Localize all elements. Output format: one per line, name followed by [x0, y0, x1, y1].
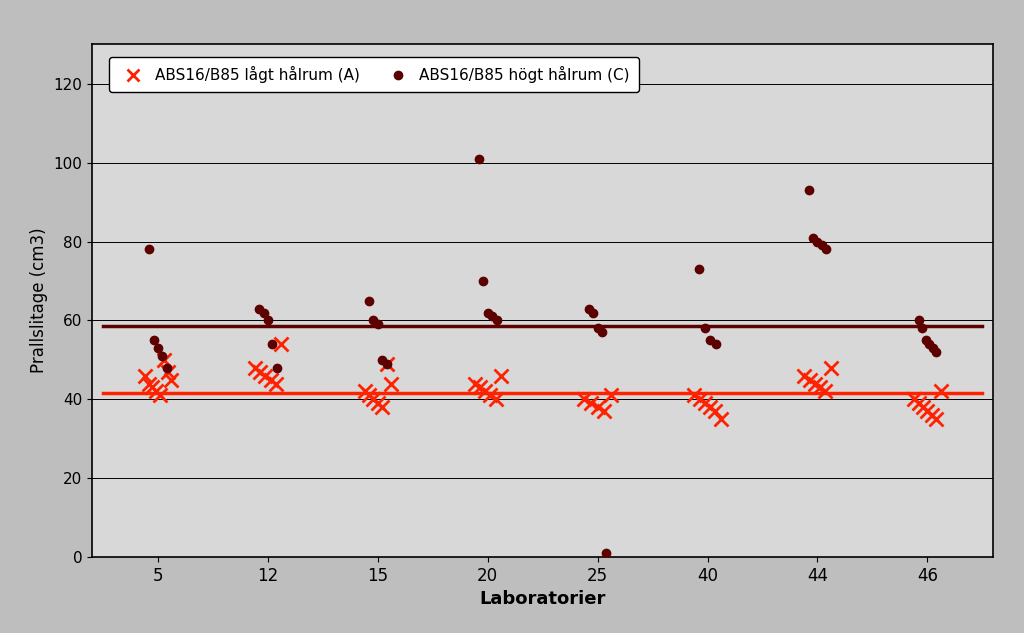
Legend: ABS16/B85 lågt hålrum (A), ABS16/B85 högt hålrum (C): ABS16/B85 lågt hålrum (A), ABS16/B85 hög… [109, 57, 639, 92]
Y-axis label: Prallslitage (cm3): Prallslitage (cm3) [30, 228, 48, 373]
X-axis label: Laboratorier: Laboratorier [479, 591, 606, 608]
